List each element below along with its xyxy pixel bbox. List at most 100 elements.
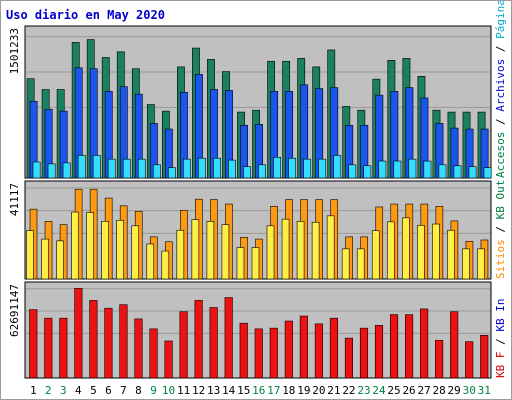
bar-kb-kb-f-day-11 [179, 311, 188, 379]
bar-sites-visitas-day-29 [447, 229, 455, 280]
panel-visits-legend: Accesos / Archivos / Páginas / Visitas [494, 1, 507, 178]
x-tick-label-day-7: 7 [120, 384, 127, 397]
bar-kb-kb-f-day-21 [329, 317, 338, 379]
bar-sites-visitas-day-3 [56, 240, 64, 280]
bar-kb-kb-f-day-3 [59, 317, 68, 379]
bar-kb-kb-f-day-28 [435, 339, 444, 379]
x-tick-label-day-9: 9 [150, 384, 157, 397]
bar-sites-visitas-day-24 [371, 230, 380, 280]
bar-visits-p-ginas-day-14 [228, 159, 236, 179]
bar-sites-visitas-day-7 [116, 219, 124, 280]
bar-sites-visitas-day-12 [191, 219, 200, 280]
bar-visits-p-ginas-day-2 [47, 163, 56, 179]
bar-kb-kb-f-day-30 [465, 341, 474, 379]
x-tick-label-day-22: 22 [342, 384, 355, 397]
bar-visits-p-ginas-day-5 [92, 155, 101, 179]
bar-kb-kb-f-day-4 [74, 287, 83, 379]
bar-visits-p-ginas-day-4 [77, 155, 86, 179]
bar-kb-kb-f-day-9 [149, 328, 158, 379]
bar-kb-kb-f-day-5 [89, 300, 98, 379]
bar-visits-p-ginas-day-1 [32, 161, 41, 179]
bar-sites-visitas-day-23 [356, 248, 365, 280]
bar-visits-p-ginas-day-10 [167, 167, 176, 179]
bar-sites-visitas-day-21 [326, 215, 335, 280]
legend-item-p-ginas: Páginas [494, 1, 507, 39]
x-tick-label-day-27: 27 [417, 384, 430, 397]
x-tick-label-day-16: 16 [252, 384, 265, 397]
x-tick-label-day-2: 2 [45, 384, 52, 397]
x-tick-label-day-24: 24 [372, 384, 386, 397]
x-tick-label-day-29: 29 [448, 384, 461, 397]
bar-kb-kb-f-day-13 [209, 307, 218, 379]
legend-item-accesos: Accesos [494, 132, 507, 178]
bar-visits-p-ginas-day-26 [408, 158, 417, 179]
bar-sites-visitas-day-18 [281, 218, 290, 280]
x-tick-label-day-15: 15 [237, 384, 250, 397]
x-tick-label-day-30: 30 [463, 384, 476, 397]
bar-sites-visitas-day-10 [161, 250, 170, 280]
bar-kb-kb-f-day-26 [405, 314, 414, 379]
bar-kb-kb-f-day-17 [269, 327, 278, 379]
legend-item-kb-in: KB In [494, 299, 507, 332]
bar-visits-p-ginas-day-9 [152, 164, 161, 179]
bar-visits-p-ginas-day-16 [258, 164, 266, 179]
bar-kb-kb-f-day-2 [44, 317, 53, 379]
bar-sites-visitas-day-30 [462, 248, 470, 280]
x-tick-label-day-14: 14 [222, 384, 236, 397]
chart-title: Uso diario en May 2020 [6, 8, 165, 22]
bar-kb-kb-f-day-10 [164, 340, 173, 379]
bar-sites-visitas-day-9 [146, 243, 155, 280]
legend-item-archivos: Archivos [494, 59, 507, 112]
panel-visits-ymax-label: 1501233 [8, 28, 21, 74]
x-tick-label-day-21: 21 [327, 384, 340, 397]
bar-visits-p-ginas-day-11 [183, 158, 191, 179]
x-tick-label-day-5: 5 [90, 384, 97, 397]
legend-item-kb-f: KB F [494, 352, 507, 379]
bar-sites-visitas-day-16 [251, 247, 260, 280]
legend-separator: / [494, 39, 507, 59]
x-tick-label-day-25: 25 [387, 384, 400, 397]
legend-separator: / [494, 332, 507, 352]
bar-sites-visitas-day-25 [386, 221, 395, 280]
bar-sites-visitas-day-11 [176, 229, 185, 280]
panel-kb-legend: KB F / KB In [494, 299, 507, 379]
x-tick-label-day-18: 18 [282, 384, 295, 397]
bar-sites-visitas-day-17 [266, 225, 275, 280]
bar-sites-visitas-day-28 [432, 223, 440, 280]
x-tick-label-day-17: 17 [267, 384, 280, 397]
x-tick-label-day-1: 1 [30, 384, 37, 397]
x-tick-label-day-6: 6 [105, 384, 112, 397]
legend-item-sitios: Sitios [494, 239, 507, 279]
bar-visits-p-ginas-day-30 [468, 166, 477, 179]
x-tick-label-day-10: 10 [162, 384, 175, 397]
bar-kb-kb-f-day-23 [359, 327, 369, 379]
bar-visits-p-ginas-day-27 [423, 160, 432, 179]
bar-kb-kb-f-day-27 [420, 308, 429, 379]
x-tick-label-day-3: 3 [60, 384, 67, 397]
bar-sites-visitas-day-6 [101, 221, 109, 280]
bar-kb-kb-f-day-12 [194, 300, 203, 379]
bar-sites-visitas-day-27 [417, 225, 425, 280]
bar-visits-p-ginas-day-28 [438, 164, 447, 179]
legend-item-kb-out: KB Out [494, 180, 507, 220]
bar-visits-p-ginas-day-22 [348, 164, 357, 179]
bar-visits-p-ginas-day-20 [318, 158, 327, 179]
bar-visits-p-ginas-day-15 [243, 166, 251, 179]
bar-kb-kb-f-day-29 [450, 311, 459, 379]
bar-sites-visitas-day-31 [477, 248, 485, 280]
bar-sites-visitas-day-20 [311, 221, 320, 280]
bar-kb-kb-f-day-31 [480, 334, 489, 379]
bar-kb-kb-f-day-8 [134, 318, 143, 379]
x-tick-label-day-31: 31 [478, 384, 491, 397]
panel-sites-ymax-label: 41117 [8, 183, 21, 216]
bar-visits-p-ginas-day-8 [137, 158, 146, 179]
x-tick-label-day-8: 8 [135, 384, 142, 397]
legend-separator: / [494, 112, 507, 132]
bar-sites-visitas-day-5 [86, 212, 94, 280]
bar-visits-p-ginas-day-7 [122, 158, 131, 179]
bar-visits-p-ginas-day-3 [62, 162, 71, 179]
bar-kb-kb-f-day-1 [29, 309, 38, 379]
bar-sites-visitas-day-8 [131, 225, 140, 280]
